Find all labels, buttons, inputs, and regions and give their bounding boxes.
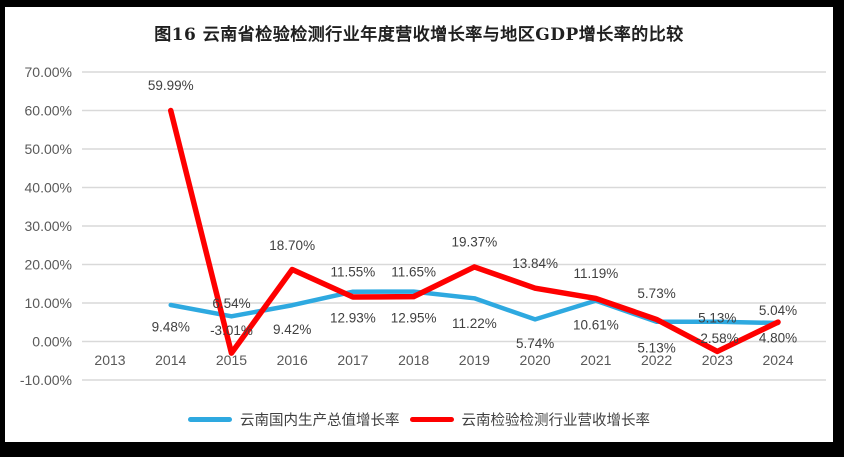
chart-canvas: 70.00% 60.00% 50.00% 40.00% 30.00% 20.00% 10.0… — [5, 7, 833, 442]
x-axis-tick-label: 2019 — [459, 352, 490, 368]
industry-data-label: 19.37% — [451, 235, 497, 250]
industry-data-label: 11.19% — [573, 266, 618, 281]
industry-data-label: 13.84% — [512, 256, 558, 271]
legend-item-gdp: 云南国内生产总值增长率 — [188, 409, 400, 430]
industry-data-label: -3.01% — [210, 323, 253, 338]
x-axis-tick-label: 2024 — [762, 352, 793, 368]
gdp-data-label: 4.80% — [759, 331, 797, 346]
x-axis-tick-label: 2017 — [337, 352, 368, 368]
x-axis-tick-label: 2015 — [216, 352, 247, 368]
gdp-data-label: 5.13% — [637, 340, 675, 355]
line-chart: 70.00% 60.00% 50.00% 40.00% 30.00% 20.00% 10.0… — [20, 64, 826, 388]
gdp-data-label: 5.13% — [698, 310, 736, 325]
gdp-data-label: 6.54% — [212, 296, 250, 311]
gdp-data-label: 11.22% — [452, 316, 497, 331]
y-axis-tick-label: 40.00% — [25, 180, 72, 196]
gdp-data-label: 12.95% — [391, 310, 437, 325]
gdp-data-label: 10.61% — [573, 317, 619, 332]
industry-data-label: 11.65% — [391, 264, 436, 279]
y-axis-tick-label: 70.00% — [25, 64, 72, 80]
x-axis-tick-label: 2014 — [155, 352, 186, 368]
industry-data-label: 59.99% — [148, 78, 194, 93]
gdp-data-label: 12.93% — [330, 310, 376, 325]
gdp-line-sample-icon — [188, 417, 232, 422]
y-axis-tick-label: 20.00% — [25, 257, 72, 273]
x-axis-tick-label: 2018 — [398, 352, 429, 368]
y-axis-tick-label: -10.00% — [20, 372, 72, 388]
industry-data-label: 18.70% — [269, 238, 315, 253]
gdp-data-label: 9.48% — [152, 320, 190, 335]
gdp-line — [168, 289, 781, 326]
chart-legend: 云南国内生产总值增长率 云南检验检测行业营收增长率 — [5, 409, 833, 430]
industry-line — [167, 107, 781, 356]
chart-title: 图16 云南省检验检测行业年度营收增长率与地区GDP增长率的比较 — [154, 25, 684, 45]
x-axis-tick-label: 2022 — [641, 352, 672, 368]
y-axis-tick-label: 60.00% — [25, 103, 72, 119]
industry-data-label: -2.58% — [696, 331, 739, 346]
y-axis-tick-label: 50.00% — [25, 141, 72, 157]
y-axis-tick-label: 0.00% — [32, 334, 72, 350]
industry-line-sample-icon — [409, 417, 454, 422]
industry-data-label: 11.55% — [331, 265, 376, 280]
industry-data-label: 5.73% — [637, 286, 675, 301]
x-axis-tick-label: 2016 — [277, 352, 308, 368]
legend-label-gdp: 云南国内生产总值增长率 — [240, 413, 400, 429]
x-axis-tick-label: 2013 — [94, 352, 125, 368]
gdp-data-label: 5.74% — [516, 336, 554, 351]
x-axis-tick-label: 2023 — [702, 352, 733, 368]
x-axis-tick-label: 2020 — [520, 352, 551, 368]
x-axis-tick-label: 2021 — [580, 352, 611, 368]
y-axis-tick-label: 30.00% — [25, 218, 72, 234]
gdp-data-label: 9.42% — [273, 322, 311, 337]
y-axis-tick-label: 10.00% — [25, 295, 72, 311]
industry-data-label: 5.04% — [759, 303, 797, 318]
legend-item-industry: 云南检验检测行业营收增长率 — [409, 409, 651, 430]
legend-label-industry: 云南检验检测行业营收增长率 — [461, 413, 651, 429]
